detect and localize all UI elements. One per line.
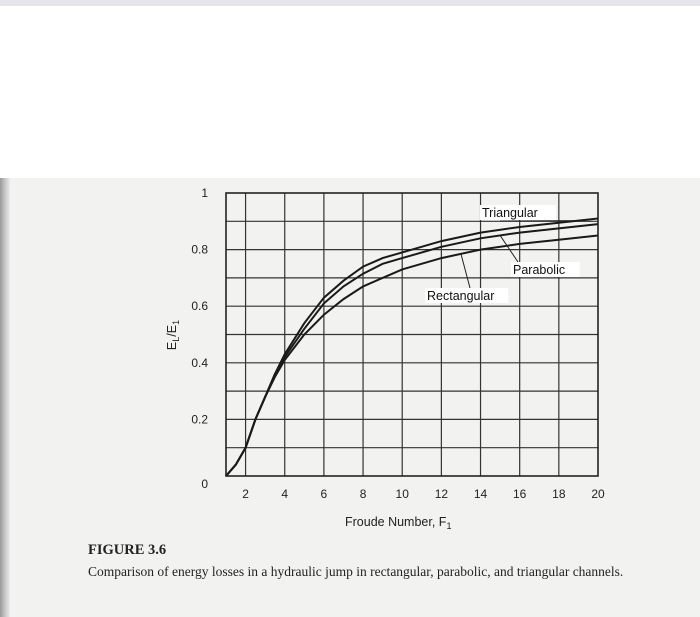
x-tick-label: 12 [435, 487, 449, 501]
series-line-rectangular [225, 234, 599, 477]
series-line-triangular [225, 217, 599, 477]
y-axis-title-slash: /E [165, 325, 179, 337]
label-rectangular-leader [460, 253, 471, 289]
scanned-page [0, 178, 700, 617]
y-tick-label: 0.2 [191, 412, 208, 426]
figure-number: FIGURE 3.6 [88, 542, 167, 558]
x-tick-label: 18 [552, 487, 566, 501]
label-rectangular-bg [425, 288, 509, 303]
x-axis-title: Froude Number, F1 [345, 515, 451, 531]
x-tick-label: 10 [396, 487, 410, 501]
label-parabolic-leader [499, 235, 519, 263]
x-tick-label: 2 [242, 487, 249, 501]
y-tick-label: 1 [201, 186, 208, 200]
y-tick-label: 0.4 [191, 356, 208, 370]
x-tick-label: 8 [360, 487, 367, 501]
x-tick-label: 14 [474, 487, 488, 501]
y-tick-label: 0 [201, 477, 208, 491]
y-tick-label: 0.6 [191, 299, 208, 313]
label-triangular-bg [480, 205, 556, 220]
grid [226, 193, 598, 476]
y-axis-title-sub-l: L [171, 337, 181, 342]
label-triangular: Triangular [482, 206, 538, 220]
y-tick-label: 0.8 [191, 243, 208, 257]
curve-labels: Triangular Parabolic Rectangular [425, 205, 580, 303]
y-axis-title: EL/E1 [165, 320, 181, 350]
curves [225, 217, 599, 477]
label-parabolic-bg [511, 262, 580, 277]
x-axis-title-text: Froude Number, F [345, 515, 447, 529]
label-rectangular: Rectangular [427, 289, 494, 303]
label-parabolic: Parabolic [513, 263, 565, 277]
book-spine-shadow [0, 178, 10, 617]
x-tick-label: 4 [281, 487, 288, 501]
axes: 2 4 6 8 10 12 14 16 18 20 0 0.2 0.4 0.6 0.8 1 [191, 186, 605, 501]
series-line-parabolic [225, 223, 599, 477]
y-axis-title-sub-1: 1 [171, 320, 181, 325]
plot-frame [225, 192, 599, 477]
figure-caption: FIGURE 3.6 Comparison of energy losses i… [88, 542, 688, 580]
top-bar [0, 0, 700, 6]
x-tick-label: 20 [591, 487, 605, 501]
figure-caption-text: Comparison of energy losses in a hydraul… [88, 564, 624, 579]
y-axis-title-e: E [165, 342, 179, 350]
x-tick-label: 16 [513, 487, 527, 501]
x-axis-title-subscript: 1 [446, 521, 451, 531]
x-tick-label: 6 [321, 487, 328, 501]
